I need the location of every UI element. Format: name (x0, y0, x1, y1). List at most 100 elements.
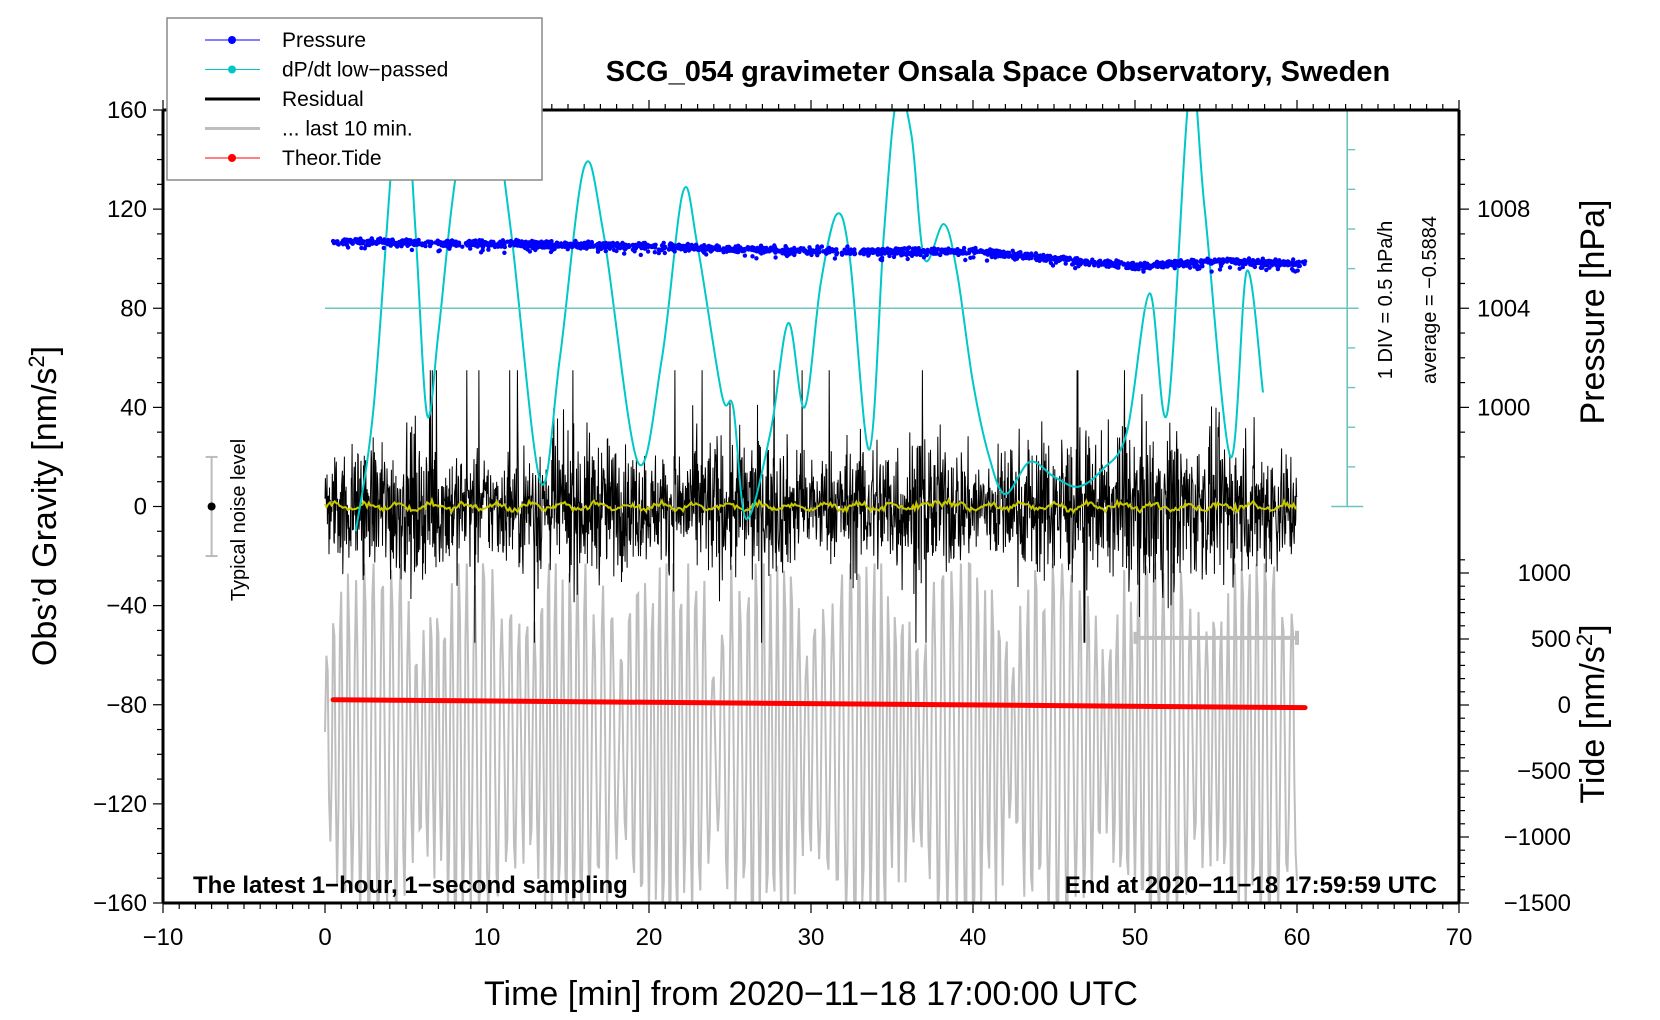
pressure-point (1258, 265, 1264, 270)
pressure-point (1083, 258, 1088, 263)
pressure-point (889, 250, 894, 255)
pressure-point (498, 243, 504, 248)
legend: Pressure dP/dt low−passed Residual ... last… (166, 17, 543, 181)
pressure-point (783, 246, 788, 252)
x-tick-label: 20 (636, 924, 663, 951)
pressure-point (1235, 257, 1240, 262)
x-tick-label: 60 (1284, 924, 1311, 951)
pressure-point (468, 246, 473, 251)
pressure-point (821, 249, 826, 254)
pressure-point (1264, 267, 1269, 273)
pressure-point (975, 249, 981, 254)
pressure-point (721, 250, 726, 255)
pressure-scatter (330, 236, 1308, 274)
noise-center-dot (207, 502, 216, 511)
y-tick-label: −120 (93, 791, 147, 818)
pressure-point (519, 239, 524, 244)
pressure-point (358, 238, 364, 243)
pressure-point (1220, 261, 1225, 266)
pressure-point (669, 246, 674, 251)
pressure-point (1246, 256, 1252, 261)
pressure-point (486, 244, 491, 249)
pressure-point (866, 249, 871, 254)
pressure-point (1209, 269, 1214, 274)
pressure-point (1167, 260, 1172, 265)
pressure-point (1224, 259, 1230, 264)
pressure-point (891, 254, 897, 260)
pressure-point (733, 249, 738, 254)
pressure-point (1181, 264, 1186, 269)
pressure-point (399, 242, 404, 247)
pressure-point (623, 242, 628, 247)
pressure-point (1110, 261, 1116, 266)
pressure-point (1073, 265, 1078, 271)
pressure-point (811, 248, 816, 254)
pressure-point (1197, 266, 1202, 271)
pressure-point (468, 242, 473, 248)
pressure-point (414, 241, 420, 247)
pressure-point (579, 242, 585, 248)
y-tick-label: 160 (107, 97, 147, 124)
pressure-point (690, 244, 695, 249)
pressure-point (905, 256, 910, 262)
x-tick-label: 10 (474, 924, 501, 951)
pressure-point (1002, 254, 1008, 259)
pressure-point (935, 247, 941, 252)
pressure-point (419, 241, 425, 246)
pressure-point (899, 253, 904, 258)
pressure-point (589, 244, 594, 249)
y-axis-title-tide-sup: 2 (1572, 634, 1597, 646)
legend-marker-4 (228, 154, 236, 162)
pressure-point (595, 245, 600, 250)
pressure-point (428, 241, 433, 246)
pressure-point (1227, 265, 1233, 270)
pressure-point (995, 250, 1001, 255)
pressure-point (1185, 259, 1190, 264)
pressure-point (931, 250, 936, 256)
legend-label-2: Residual (282, 88, 364, 111)
tide-tick-label: −500 (1517, 758, 1571, 785)
tide-tick-label: −1500 (1504, 890, 1571, 917)
pressure-point (601, 244, 606, 249)
pressure-point (796, 247, 802, 253)
pressure-point (934, 251, 940, 256)
pressure-point (392, 241, 397, 246)
pressure-point (1200, 264, 1205, 269)
legend-label-0: Pressure (282, 29, 366, 52)
pressure-point (499, 240, 504, 245)
pressure-point (712, 245, 717, 250)
y-axis-title-pressure: Pressure [hPa] (1574, 200, 1612, 425)
pressure-point (460, 244, 465, 249)
pressure-point (882, 248, 887, 254)
pressure-point (659, 247, 665, 252)
pressure-point (916, 246, 921, 251)
pressure-point (792, 252, 797, 258)
pressure-point (948, 249, 953, 254)
pressure-point (467, 239, 473, 244)
pressure-point (1030, 253, 1035, 258)
pressure-point (1250, 258, 1256, 263)
pressure-point (656, 250, 661, 256)
pressure-point (558, 241, 564, 246)
pressure-point (547, 239, 552, 245)
pressure-point (819, 244, 825, 249)
pressure-point (1062, 257, 1068, 262)
x-tick-label: 30 (798, 924, 825, 951)
pressure-point (758, 243, 764, 248)
pressure-point (1291, 257, 1296, 262)
pressure-point (1039, 255, 1045, 260)
pressure-point (573, 241, 578, 246)
pressure-point (1092, 263, 1097, 268)
pressure-point (769, 248, 774, 253)
pressure-point (1297, 263, 1303, 269)
pressure-point (1135, 265, 1140, 271)
pressure-point (652, 245, 658, 250)
pressure-point (1092, 260, 1097, 265)
dpdt-scale-label: 1 DIV = 0.5 hPa/h (1375, 221, 1397, 379)
tide-tick-label: 1000 (1518, 560, 1571, 587)
pressure-point (764, 247, 769, 252)
pressure-point (679, 243, 684, 249)
pressure-point (887, 253, 892, 259)
pressure-point (1264, 260, 1269, 266)
